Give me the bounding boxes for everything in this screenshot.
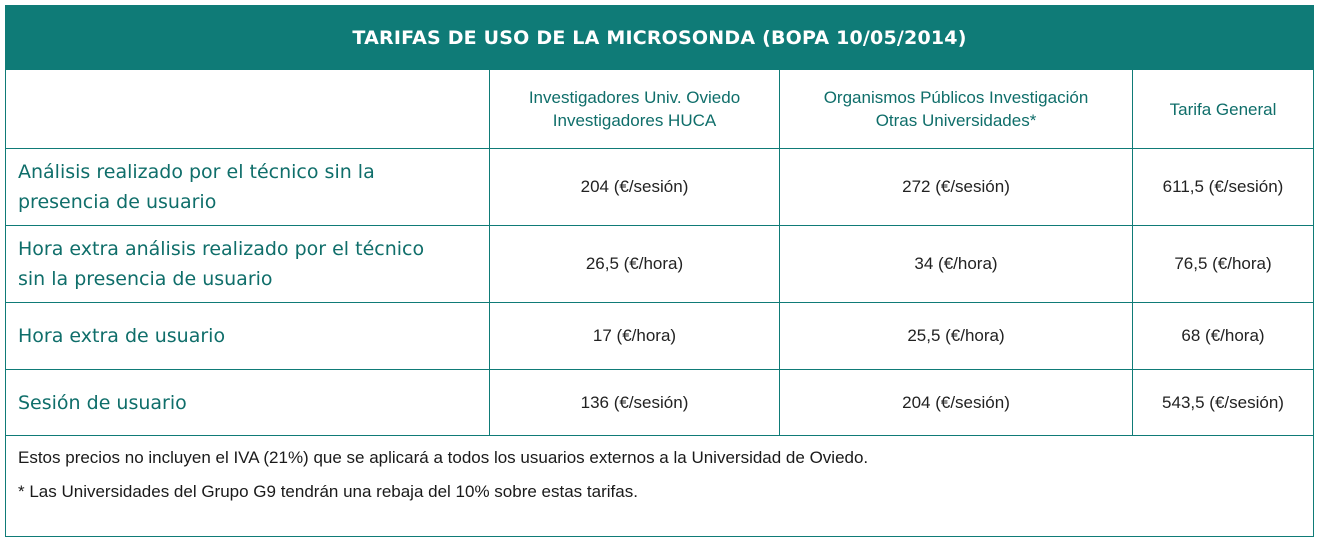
table-row: Análisis realizado por el técnico sin la… (5, 148, 1315, 226)
table-row: Hora extra de usuario 17 (€/hora) 25,5 (… (5, 302, 1315, 370)
table-row: Hora extra análisis realizado por el téc… (5, 225, 1315, 303)
note-g9-discount: * Las Universidades del Grupo G9 tendrán… (18, 482, 638, 501)
row-label-hora-extra-analisis: Hora extra análisis realizado por el téc… (5, 225, 490, 303)
notes-cell: Estos precios no incluyen el IVA (21%) q… (4, 435, 1315, 537)
price-cell: 543,5 (€/sesión) (1131, 369, 1315, 436)
notes-row: Estos precios no incluyen el IVA (21%) q… (4, 435, 1315, 537)
row-label-line: Sesión de usuario (18, 391, 187, 414)
row-label-line: sin la presencia de usuario (18, 268, 273, 290)
row-label-sesion-usuario: Sesión de usuario (5, 369, 490, 436)
corner-cell (5, 69, 490, 149)
price-cell: 204 (€/sesión) (489, 148, 780, 226)
row-label-analisis-tecnico: Análisis realizado por el técnico sin la… (5, 148, 490, 226)
note-iva: Estos precios no incluyen el IVA (21%) q… (18, 448, 869, 467)
price-cell: 17 (€/hora) (489, 302, 780, 370)
column-header-univ-oviedo: Investigadores Univ. Oviedo Investigador… (489, 69, 780, 149)
price-cell: 611,5 (€/sesión) (1131, 148, 1315, 226)
row-label-line: Hora extra análisis realizado por el téc… (18, 238, 425, 260)
tariff-table: TARIFAS DE USO DE LA MICROSONDA (BOPA 10… (4, 5, 1315, 537)
tariff-table-container: TARIFAS DE USO DE LA MICROSONDA (BOPA 10… (4, 5, 1315, 537)
column-header-organismos: Organismos Públicos Investigación Otras … (779, 69, 1133, 149)
price-cell: 76,5 (€/hora) (1131, 225, 1315, 303)
price-cell: 34 (€/hora) (779, 225, 1133, 303)
row-label-line: Hora extra de usuario (18, 325, 226, 347)
column-header-line: Investigadores HUCA (552, 111, 717, 130)
price-cell: 25,5 (€/hora) (779, 302, 1133, 370)
price-cell: 136 (€/sesión) (489, 369, 780, 436)
title-row: TARIFAS DE USO DE LA MICROSONDA (BOPA 10… (4, 5, 1315, 70)
price-cell: 68 (€/hora) (1131, 302, 1315, 370)
column-header-line: Tarifa General (1169, 99, 1277, 119)
row-label-line: presencia de usuario (18, 191, 217, 213)
table-row: Sesión de usuario 136 (€/sesión) 204 (€/… (5, 369, 1315, 436)
price-cell: 204 (€/sesión) (779, 369, 1133, 436)
column-header-line: Investigadores Univ. Oviedo (528, 88, 741, 107)
price-cell: 26,5 (€/hora) (489, 225, 780, 303)
column-header-line: Otras Universidades* (875, 111, 1037, 130)
price-cell: 272 (€/sesión) (779, 148, 1133, 226)
row-label-line: Análisis realizado por el técnico sin la (18, 161, 375, 183)
table-title: TARIFAS DE USO DE LA MICROSONDA (BOPA 10… (4, 5, 1315, 70)
row-label-hora-extra-usuario: Hora extra de usuario (5, 302, 490, 370)
column-header-line: Organismos Públicos Investigación (823, 88, 1089, 107)
column-header-tarifa-general: Tarifa General (1131, 69, 1315, 149)
column-header-row: Investigadores Univ. Oviedo Investigador… (5, 69, 1315, 149)
